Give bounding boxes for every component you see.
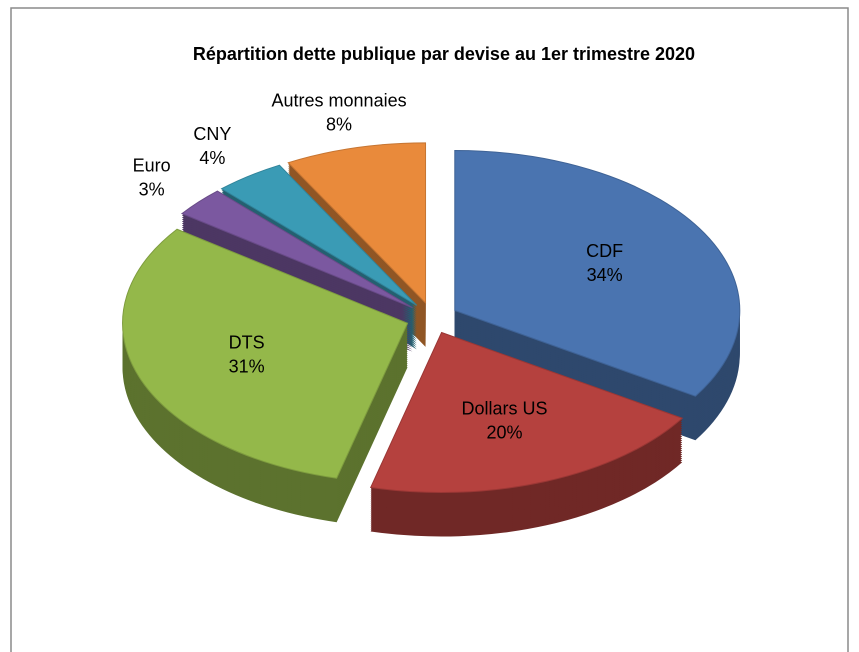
data-label-value: 3% xyxy=(139,179,165,199)
data-label-category: CDF xyxy=(586,241,623,261)
slice xyxy=(180,190,413,309)
data-label-value: 34% xyxy=(587,265,623,285)
data-label-value: 4% xyxy=(199,148,225,168)
slice xyxy=(122,228,409,479)
slice xyxy=(287,142,427,305)
slice xyxy=(454,149,741,397)
data-label-value: 31% xyxy=(229,357,265,377)
data-label-category: Euro xyxy=(133,155,171,175)
slice xyxy=(369,331,684,493)
data-label-category: Autres monnaies xyxy=(272,91,407,111)
data-label-category: CNY xyxy=(193,124,231,144)
data-label-category: Dollars US xyxy=(462,399,548,419)
data-label-category: DTS xyxy=(229,333,265,353)
data-label-value: 20% xyxy=(487,423,523,443)
chart-title: Répartition dette publique par devise au… xyxy=(193,44,695,64)
chart-frame xyxy=(10,7,849,652)
slice xyxy=(220,164,418,306)
data-label-value: 8% xyxy=(326,115,352,135)
